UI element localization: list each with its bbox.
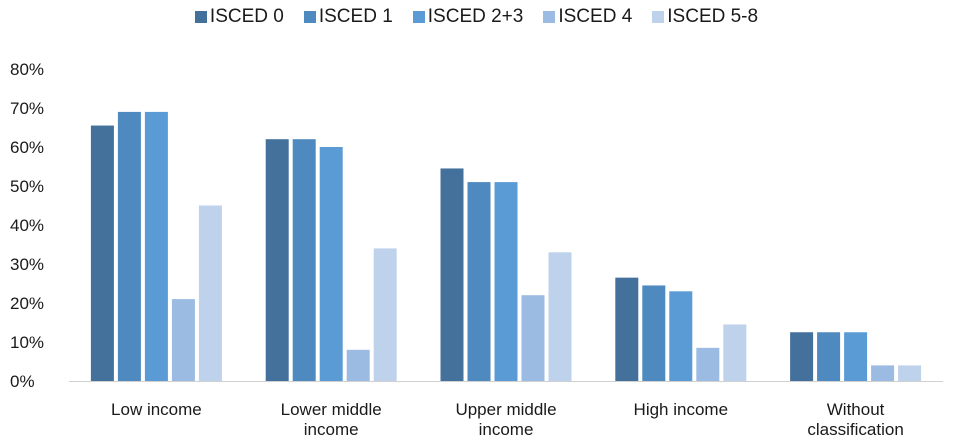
legend-swatch bbox=[652, 11, 665, 23]
bar bbox=[844, 332, 868, 381]
bar bbox=[669, 291, 693, 381]
legend-swatch bbox=[303, 11, 316, 23]
y-tick-label: 60% bbox=[10, 138, 44, 157]
legend-label: ISCED 1 bbox=[318, 6, 393, 27]
x-category-label: High income bbox=[634, 400, 729, 419]
x-category-label-line: High income bbox=[634, 400, 729, 419]
bar bbox=[346, 349, 370, 381]
legend-label: ISCED 4 bbox=[558, 6, 633, 27]
legend-label: ISCED 5-8 bbox=[667, 6, 759, 27]
legend-swatch bbox=[543, 11, 556, 23]
legend-swatch bbox=[412, 11, 425, 23]
bar bbox=[790, 332, 814, 381]
x-category-label-line: Upper middle bbox=[455, 400, 556, 419]
legend-item: ISCED 0 bbox=[194, 6, 284, 28]
x-category-label-line: income bbox=[304, 420, 359, 439]
bar bbox=[521, 295, 545, 381]
y-tick-label: 0% bbox=[10, 372, 35, 391]
bar bbox=[265, 139, 289, 381]
x-category-label: Upper middle income bbox=[455, 400, 556, 439]
bar bbox=[871, 365, 895, 381]
bar bbox=[696, 347, 720, 381]
legend-label: ISCED 2+3 bbox=[427, 6, 524, 27]
bar bbox=[723, 324, 747, 381]
bar bbox=[292, 139, 316, 381]
bar bbox=[90, 125, 114, 381]
bar bbox=[467, 182, 491, 381]
x-category-label-line: income bbox=[479, 420, 534, 439]
y-tick-label: 20% bbox=[10, 294, 44, 313]
chart-legend: ISCED 0 ISCED 1 ISCED 2+3 ISCED 4 ISCED 5-8 bbox=[0, 6, 953, 28]
x-category-label: Lower middle income bbox=[281, 400, 382, 439]
legend-item: ISCED 5-8 bbox=[652, 6, 758, 28]
bar bbox=[817, 332, 841, 381]
legend-item: ISCED 2+3 bbox=[412, 6, 524, 28]
bar bbox=[319, 147, 343, 381]
y-tick-label: 50% bbox=[10, 177, 44, 196]
legend-item: ISCED 1 bbox=[303, 6, 393, 28]
bar bbox=[494, 182, 518, 381]
bar bbox=[171, 299, 195, 381]
x-category-label-line: Low income bbox=[111, 400, 202, 419]
legend-label: ISCED 0 bbox=[209, 6, 284, 27]
bar bbox=[117, 111, 141, 382]
y-tick-label: 80% bbox=[10, 60, 44, 79]
bar bbox=[144, 111, 168, 382]
y-tick-label: 70% bbox=[10, 99, 44, 118]
y-tick-label: 40% bbox=[10, 216, 44, 235]
x-category-label-line: classification bbox=[807, 420, 903, 439]
bar bbox=[615, 277, 639, 381]
legend-swatch bbox=[194, 11, 207, 23]
bar bbox=[373, 248, 397, 381]
legend-item: ISCED 4 bbox=[543, 6, 632, 28]
x-category-label-line: Lower middle bbox=[281, 400, 382, 419]
y-tick-label: 30% bbox=[10, 255, 44, 274]
x-category-label: Low income bbox=[111, 400, 202, 419]
y-tick-label: 10% bbox=[10, 333, 44, 352]
bar bbox=[440, 168, 464, 381]
bar bbox=[548, 252, 572, 381]
x-category-label: Without classification bbox=[807, 400, 903, 439]
bar bbox=[642, 285, 666, 381]
x-category-label-line: Without bbox=[827, 400, 885, 419]
bar bbox=[898, 365, 922, 381]
bar bbox=[198, 205, 222, 381]
